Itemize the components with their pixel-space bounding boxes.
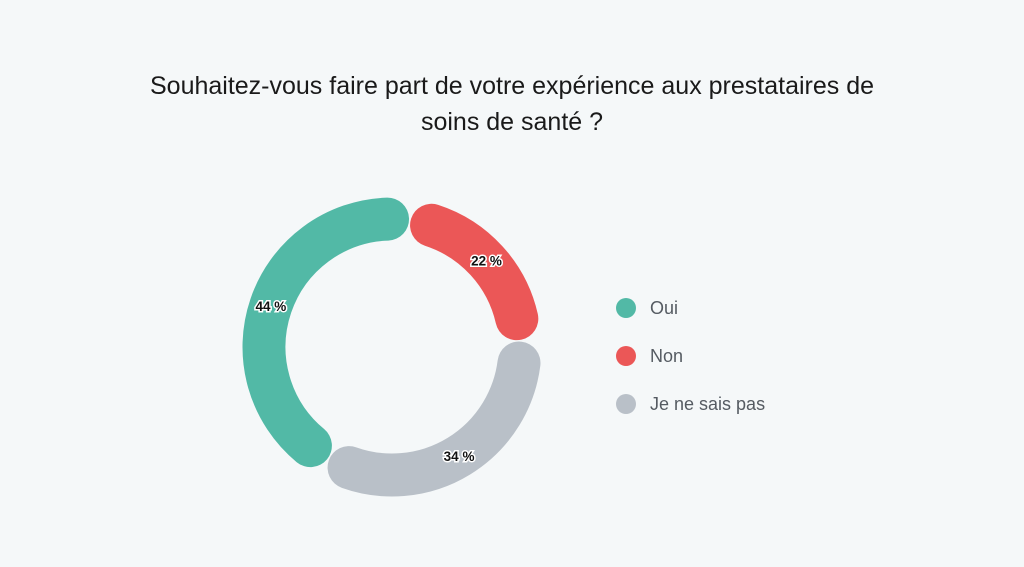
legend-item-non[interactable]: Non xyxy=(616,332,765,380)
legend-label: Non xyxy=(650,345,684,366)
chart-title-line-2: soins de santé ? xyxy=(420,108,604,136)
data-label: 22 % xyxy=(471,254,502,269)
donut-segment-non[interactable] xyxy=(410,203,539,341)
data-label: 44 % xyxy=(255,299,286,314)
chart-title: Souhaitez-vous faire part de votre expér… xyxy=(0,68,1024,140)
data-label: 34 % xyxy=(444,449,475,464)
donut-segment-je-ne-sais-pas[interactable] xyxy=(327,341,541,497)
donut-segment-oui[interactable] xyxy=(242,197,410,468)
legend-swatch xyxy=(616,394,636,414)
legend-item-oui[interactable]: Oui xyxy=(616,284,765,332)
legend-item-je-ne-sais-pas[interactable]: Je ne sais pas xyxy=(616,380,765,428)
legend-swatch xyxy=(616,346,636,366)
legend-swatch xyxy=(616,298,636,318)
chart-title-line-1: Souhaitez-vous faire part de votre expér… xyxy=(149,72,875,100)
legend-label: Oui xyxy=(650,297,679,318)
legend-label: Je ne sais pas xyxy=(650,393,766,414)
legend: Oui Non Je ne sais pas xyxy=(616,284,765,428)
